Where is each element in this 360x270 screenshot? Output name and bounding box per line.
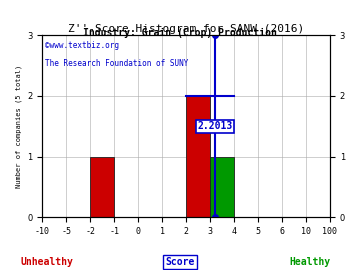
Text: ©www.textbiz.org: ©www.textbiz.org — [45, 41, 119, 50]
Text: Score: Score — [165, 257, 195, 267]
Bar — [90, 157, 114, 217]
Title: Z''-Score Histogram for SANW (2016): Z''-Score Histogram for SANW (2016) — [68, 25, 304, 35]
Text: Unhealthy: Unhealthy — [21, 257, 73, 267]
Text: Industry: Grain (Crop) Production: Industry: Grain (Crop) Production — [83, 28, 277, 38]
Bar — [186, 96, 210, 217]
Text: Healthy: Healthy — [289, 257, 330, 267]
Text: The Research Foundation of SUNY: The Research Foundation of SUNY — [45, 59, 188, 68]
Text: 2.2013: 2.2013 — [197, 121, 233, 131]
Bar — [210, 157, 234, 217]
Y-axis label: Number of companies (5 total): Number of companies (5 total) — [15, 65, 22, 188]
